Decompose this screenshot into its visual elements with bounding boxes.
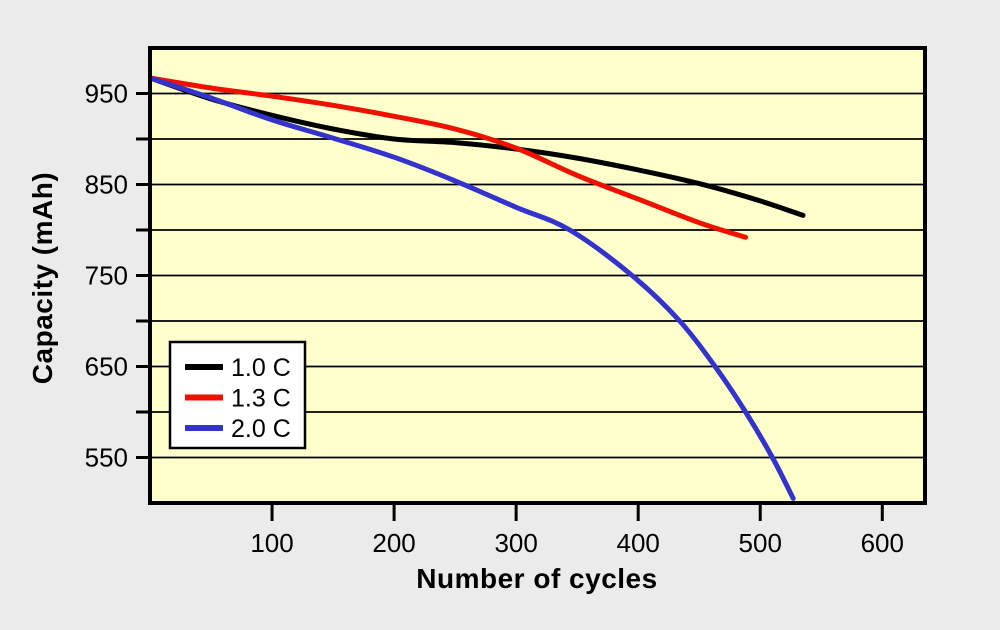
x-tick-label-600: 600	[861, 528, 904, 558]
y-tick-label-550: 550	[85, 443, 128, 473]
y-tick-label-950: 950	[85, 79, 128, 109]
y-axis-tick-labels: 550 650 750 850 950	[85, 79, 128, 473]
x-tick-label-100: 100	[250, 528, 293, 558]
x-axis-title: Number of cycles	[416, 563, 657, 594]
legend-label-1.0C: 1.0 C	[231, 354, 291, 382]
legend-label-2.0C: 2.0 C	[231, 415, 291, 443]
x-tick-label-500: 500	[739, 528, 782, 558]
y-tick-label-750: 750	[85, 261, 128, 291]
y-axis-ticks	[136, 92, 150, 459]
x-tick-label-400: 400	[616, 528, 659, 558]
series-line-1.0C	[150, 75, 806, 218]
y-tick-label-650: 650	[85, 352, 128, 382]
x-tick-label-200: 200	[372, 528, 415, 558]
series-line-1.3C	[150, 75, 749, 240]
y-tick-label-850: 850	[85, 170, 128, 200]
y-axis-title: Capacity (mAh)	[27, 172, 58, 384]
legend: 1.0 C 1.3 C2.0 C	[168, 340, 307, 450]
x-axis-ticks	[270, 504, 884, 521]
series-lines	[150, 75, 806, 501]
series-line-2.0C	[150, 75, 796, 501]
x-axis-tick-labels: 100 200 300 400 500 600	[250, 528, 904, 558]
x-tick-label-300: 300	[494, 528, 537, 558]
legend-label-1.3C: 1.3 C	[231, 385, 291, 413]
